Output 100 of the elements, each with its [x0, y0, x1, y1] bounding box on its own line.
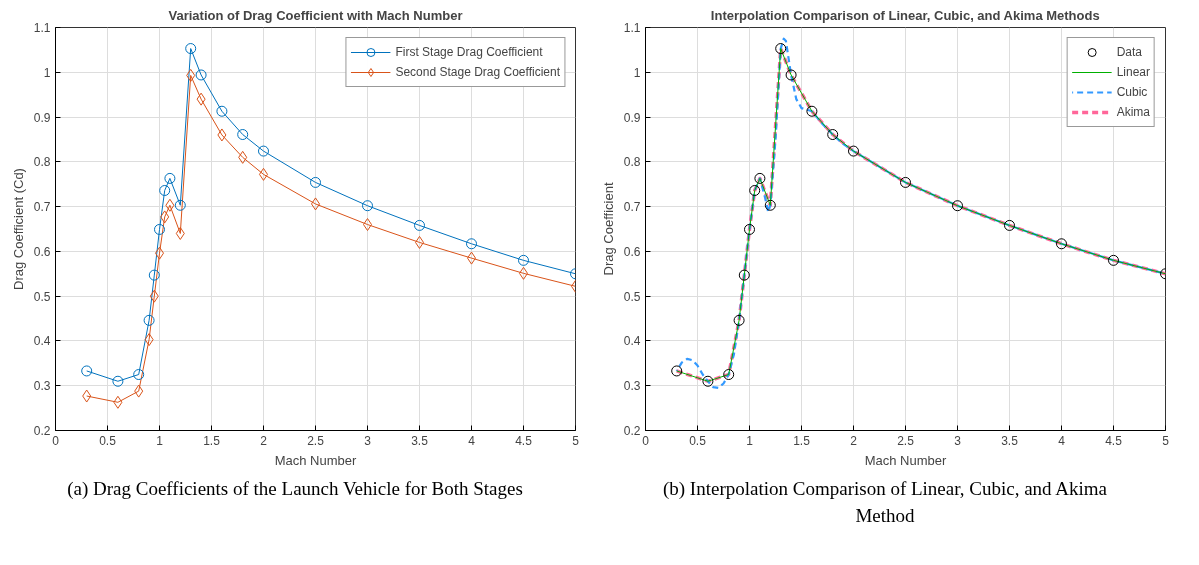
- x-tick-label: 3: [954, 433, 962, 448]
- point: [149, 289, 159, 303]
- text: (b) Interpolation Comparison of Linear, Cubic, and Akima Method: [661, 477, 1109, 529]
- point: [237, 129, 249, 141]
- point: [159, 185, 171, 196]
- y-tick-label: 1: [633, 65, 641, 80]
- x-tick-label: 4.5: [1105, 433, 1123, 448]
- y-tick-label: 0.8: [33, 155, 51, 170]
- x-tick-label: 2.5: [307, 433, 325, 448]
- point: [216, 105, 228, 117]
- point: [160, 210, 170, 224]
- point: [113, 395, 123, 409]
- x-tick-label: 0.5: [689, 433, 707, 448]
- point: [133, 369, 145, 381]
- point: [143, 314, 155, 326]
- x-tick-label: 1: [156, 433, 164, 448]
- chart-title: Variation of Drag Coefficient with Mach Number: [168, 7, 463, 23]
- point: [749, 185, 761, 196]
- point: [848, 145, 859, 157]
- point: [238, 150, 248, 164]
- x-tick-label: 0.5: [99, 433, 117, 448]
- y-axis-title: Drag Coefficient: [600, 182, 616, 276]
- point: [186, 68, 196, 82]
- point: [112, 375, 124, 387]
- point: [806, 105, 818, 117]
- x-tick-label: 4: [468, 433, 476, 448]
- point: [165, 198, 175, 212]
- y-tick-label: 0.9: [623, 110, 641, 125]
- point: [1108, 254, 1119, 266]
- point: [217, 128, 227, 142]
- point: [764, 199, 776, 211]
- point: [82, 389, 92, 403]
- legend-label: Linear: [1116, 65, 1150, 79]
- point: [744, 223, 755, 235]
- point: [81, 365, 93, 377]
- point: [174, 199, 186, 211]
- y-tick-label: 0.8: [623, 155, 641, 170]
- point: [738, 269, 750, 281]
- y-tick-label: 0.4: [623, 334, 641, 349]
- legend-label: First Stage Drag Coefficient: [395, 45, 543, 59]
- y-tick-label: 0.6: [623, 244, 641, 259]
- point: [671, 365, 683, 377]
- point: [827, 129, 839, 141]
- text: (a) Drag Coefficients of the Launch Vehicle for Both Stages: [67, 477, 523, 501]
- point: [195, 69, 207, 81]
- chart-title: Interpolation Comparison of Linear, Cubic, and Akima Methods: [710, 7, 1100, 23]
- point: [362, 200, 373, 212]
- y-tick-label: 0.7: [33, 200, 51, 215]
- x-tick-label: 5: [572, 433, 580, 448]
- legend-label: Akima: [1116, 105, 1150, 119]
- x-axis-title: Mach Number: [864, 452, 947, 468]
- x-tick-label: 3: [364, 433, 372, 448]
- x-tick-label: 4: [1058, 433, 1066, 448]
- point: [164, 172, 176, 184]
- x-tick-label: 5: [1162, 433, 1170, 448]
- point: [144, 333, 154, 347]
- point: [185, 43, 197, 55]
- y-tick-label: 0.2: [623, 424, 641, 438]
- point: [196, 92, 206, 106]
- point: [775, 43, 787, 55]
- point: [702, 375, 714, 387]
- point: [310, 176, 321, 188]
- y-tick-label: 1.1: [33, 21, 51, 35]
- y-axis-title: Drag Coefficient (Cd): [10, 168, 26, 290]
- point: [733, 314, 745, 326]
- x-tick-label: 4.5: [515, 433, 533, 448]
- x-tick-label: 3.5: [1001, 433, 1019, 448]
- point: [952, 200, 963, 212]
- y-tick-label: 0.3: [33, 379, 51, 394]
- y-tick-label: 0.3: [623, 379, 641, 394]
- x-tick-label: 3.5: [411, 433, 429, 448]
- y-tick-label: 0.2: [33, 424, 51, 438]
- point: [134, 384, 144, 398]
- point: [1004, 219, 1015, 231]
- point: [175, 226, 185, 240]
- point: [258, 145, 269, 157]
- point: [1056, 238, 1067, 250]
- y-tick-label: 0.7: [623, 200, 641, 215]
- y-tick-label: 0.4: [33, 334, 51, 349]
- y-tick-label: 0.5: [623, 289, 641, 304]
- x-tick-label: 1.5: [793, 433, 811, 448]
- point: [518, 254, 529, 266]
- x-tick-label: 1: [746, 433, 754, 448]
- x-tick-label: 2: [850, 433, 858, 448]
- x-tick-label: 0: [642, 433, 650, 448]
- y-tick-label: 0.6: [33, 244, 51, 259]
- point: [900, 176, 911, 188]
- point: [414, 219, 425, 231]
- x-tick-label: 2.5: [897, 433, 915, 448]
- point: [723, 369, 735, 381]
- x-axis-title: Mach Number: [274, 452, 357, 468]
- y-tick-label: 0.5: [33, 289, 51, 304]
- legend-label: Second Stage Drag Coefficient: [395, 65, 560, 79]
- point: [466, 238, 477, 250]
- x-tick-label: 1.5: [203, 433, 221, 448]
- y-tick-label: 0.9: [33, 110, 51, 125]
- y-tick-label: 1: [43, 65, 51, 80]
- legend-label: Cubic: [1116, 85, 1148, 99]
- point: [785, 69, 797, 81]
- point: [754, 172, 766, 184]
